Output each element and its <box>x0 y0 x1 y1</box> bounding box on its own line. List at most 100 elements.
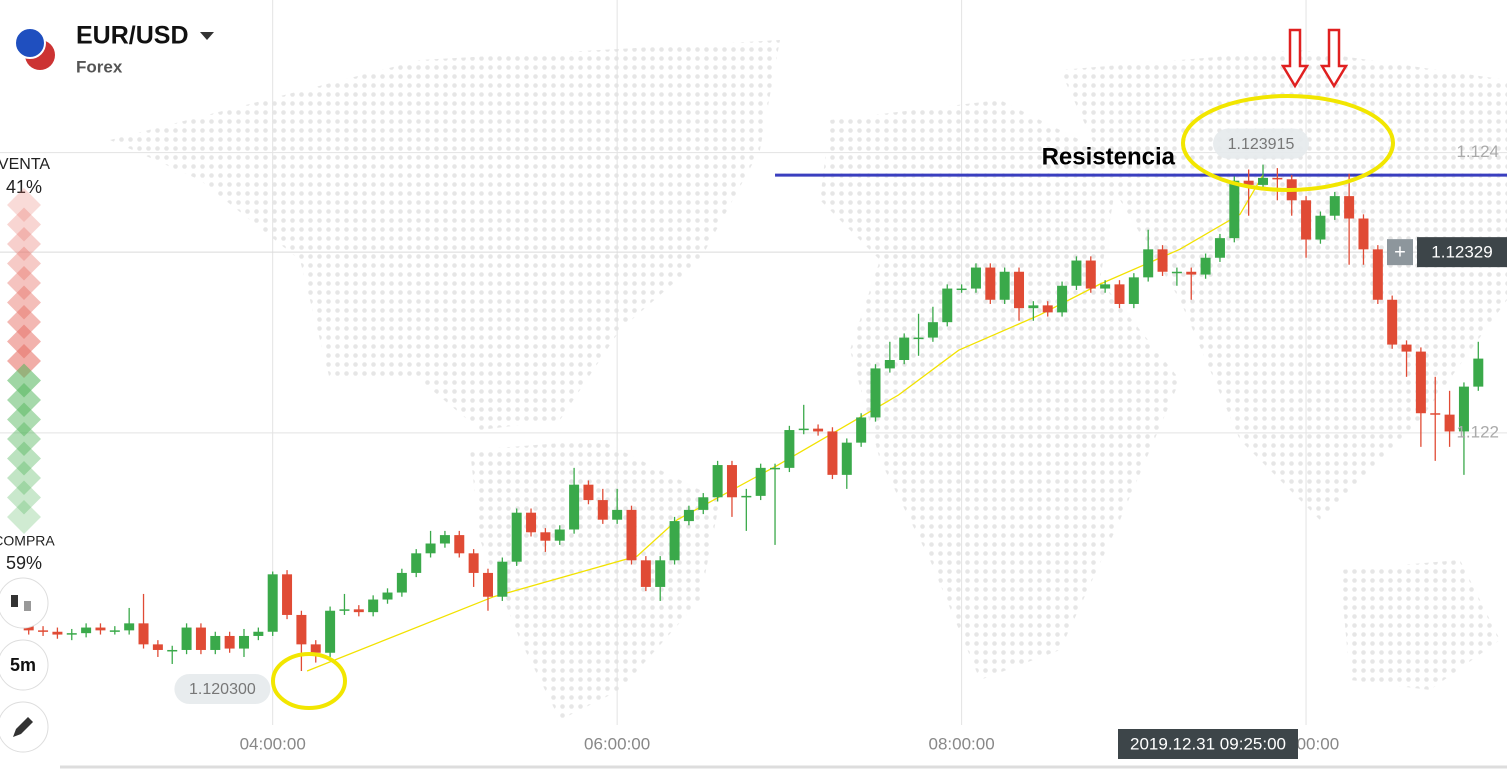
candle-body <box>683 509 694 522</box>
candle-body <box>1387 299 1398 345</box>
x-tick-label: 06:00:00 <box>584 734 650 753</box>
candle-body <box>956 288 967 291</box>
candle-body <box>224 635 235 649</box>
candle-body <box>1171 271 1182 274</box>
current-price-label: 1.12329 <box>1431 243 1492 262</box>
dropdown-caret[interactable] <box>200 32 214 40</box>
candle-body <box>411 553 422 573</box>
candle-body <box>612 509 623 520</box>
buy-label: COMPRA <box>0 533 55 549</box>
candle-body <box>195 627 206 650</box>
candle-body <box>999 271 1010 300</box>
current-price-tag <box>1417 237 1507 268</box>
buy-value: 59% <box>6 553 42 573</box>
candle-body <box>1100 284 1111 289</box>
candle-body <box>798 428 809 431</box>
sentiment-diamond <box>7 500 41 534</box>
candle-body <box>296 614 307 645</box>
candle-body <box>267 574 278 632</box>
candle-body <box>310 644 321 653</box>
candle-body <box>655 560 666 587</box>
candle-body <box>282 574 293 615</box>
candle-body <box>813 428 824 432</box>
candle-body <box>741 495 752 498</box>
sell-value: 41% <box>6 177 42 197</box>
world-map-background <box>110 40 1507 720</box>
candle-body <box>770 467 781 470</box>
candle-body <box>23 626 34 631</box>
candle-body <box>899 337 910 361</box>
candle-body <box>526 512 537 533</box>
candle-body <box>468 553 479 573</box>
candle-body <box>1430 413 1441 415</box>
arrow-down <box>1319 28 1349 89</box>
candle-body <box>1358 218 1369 250</box>
candle-body <box>339 609 350 611</box>
price-tag-plus[interactable] <box>1387 239 1413 266</box>
candle-body <box>454 535 465 554</box>
candle-body <box>1042 305 1053 313</box>
candle-body <box>698 497 709 510</box>
candle-body <box>253 631 264 636</box>
candle-body <box>870 368 881 418</box>
candle-body <box>238 635 249 649</box>
flag-eur <box>14 27 46 59</box>
candle-body <box>439 535 450 544</box>
candle-body <box>1071 260 1082 286</box>
candle-body <box>325 610 336 653</box>
sentiment-diamond <box>7 207 41 242</box>
candle-body <box>1458 386 1469 432</box>
candle-body <box>1057 285 1068 313</box>
candle-body <box>1229 180 1240 239</box>
asset-name[interactable]: EUR/USD <box>76 22 189 50</box>
candle-body <box>712 465 723 498</box>
icon <box>24 601 31 611</box>
sell-label: VENTA <box>0 156 50 173</box>
candle-body <box>554 529 565 541</box>
cursor-label: 2019.12.31 09:25:00 <box>1130 734 1286 753</box>
candle-body <box>927 322 938 338</box>
x-tick-label: 04:00:00 <box>240 734 306 753</box>
y-tick-label: 1.124 <box>1456 142 1499 161</box>
candle-body <box>583 484 594 501</box>
candle-body <box>884 360 895 369</box>
candle-body <box>152 644 163 650</box>
price-annotation: 1.120300 <box>189 681 256 698</box>
cursor-label-box <box>1118 729 1298 759</box>
candle-body <box>1186 271 1197 275</box>
asset-market: Forex <box>76 57 123 76</box>
candle-body <box>210 635 221 650</box>
timeframe-button[interactable] <box>0 639 49 691</box>
candle-body <box>942 288 953 323</box>
chart-type-button[interactable] <box>0 577 49 629</box>
price-annotation: 1.123915 <box>1228 136 1295 153</box>
candle-body <box>1401 344 1412 352</box>
candle-body <box>856 417 867 443</box>
candle-body <box>353 609 364 613</box>
candle-body <box>913 337 924 340</box>
highlight-circle <box>1181 94 1395 192</box>
candle-body <box>382 592 393 600</box>
candle-body <box>425 543 436 554</box>
candle-body <box>755 467 766 496</box>
candle-body <box>985 267 996 300</box>
candle-body <box>1085 260 1096 289</box>
candle-body <box>109 630 120 632</box>
candle-body <box>368 599 379 613</box>
candle-body <box>669 521 680 561</box>
candle-body <box>1258 177 1269 185</box>
annotations: 1.123915 1.120300 <box>174 28 1395 710</box>
price-annotation-box <box>1213 128 1310 159</box>
icon <box>11 595 18 607</box>
candle-body <box>81 627 92 634</box>
candle-body <box>1473 358 1484 387</box>
candle-body <box>1372 249 1383 300</box>
sentiment-bar: VENTA 41% COMPRA 59% 5m <box>0 156 55 753</box>
candle-body <box>511 512 522 562</box>
sentiment-diamond <box>7 188 41 222</box>
candle-body <box>1128 277 1139 304</box>
candle-body <box>640 560 651 587</box>
candle-body <box>1157 249 1168 272</box>
overlay-line <box>306 174 1264 672</box>
candle-body <box>1329 196 1340 216</box>
